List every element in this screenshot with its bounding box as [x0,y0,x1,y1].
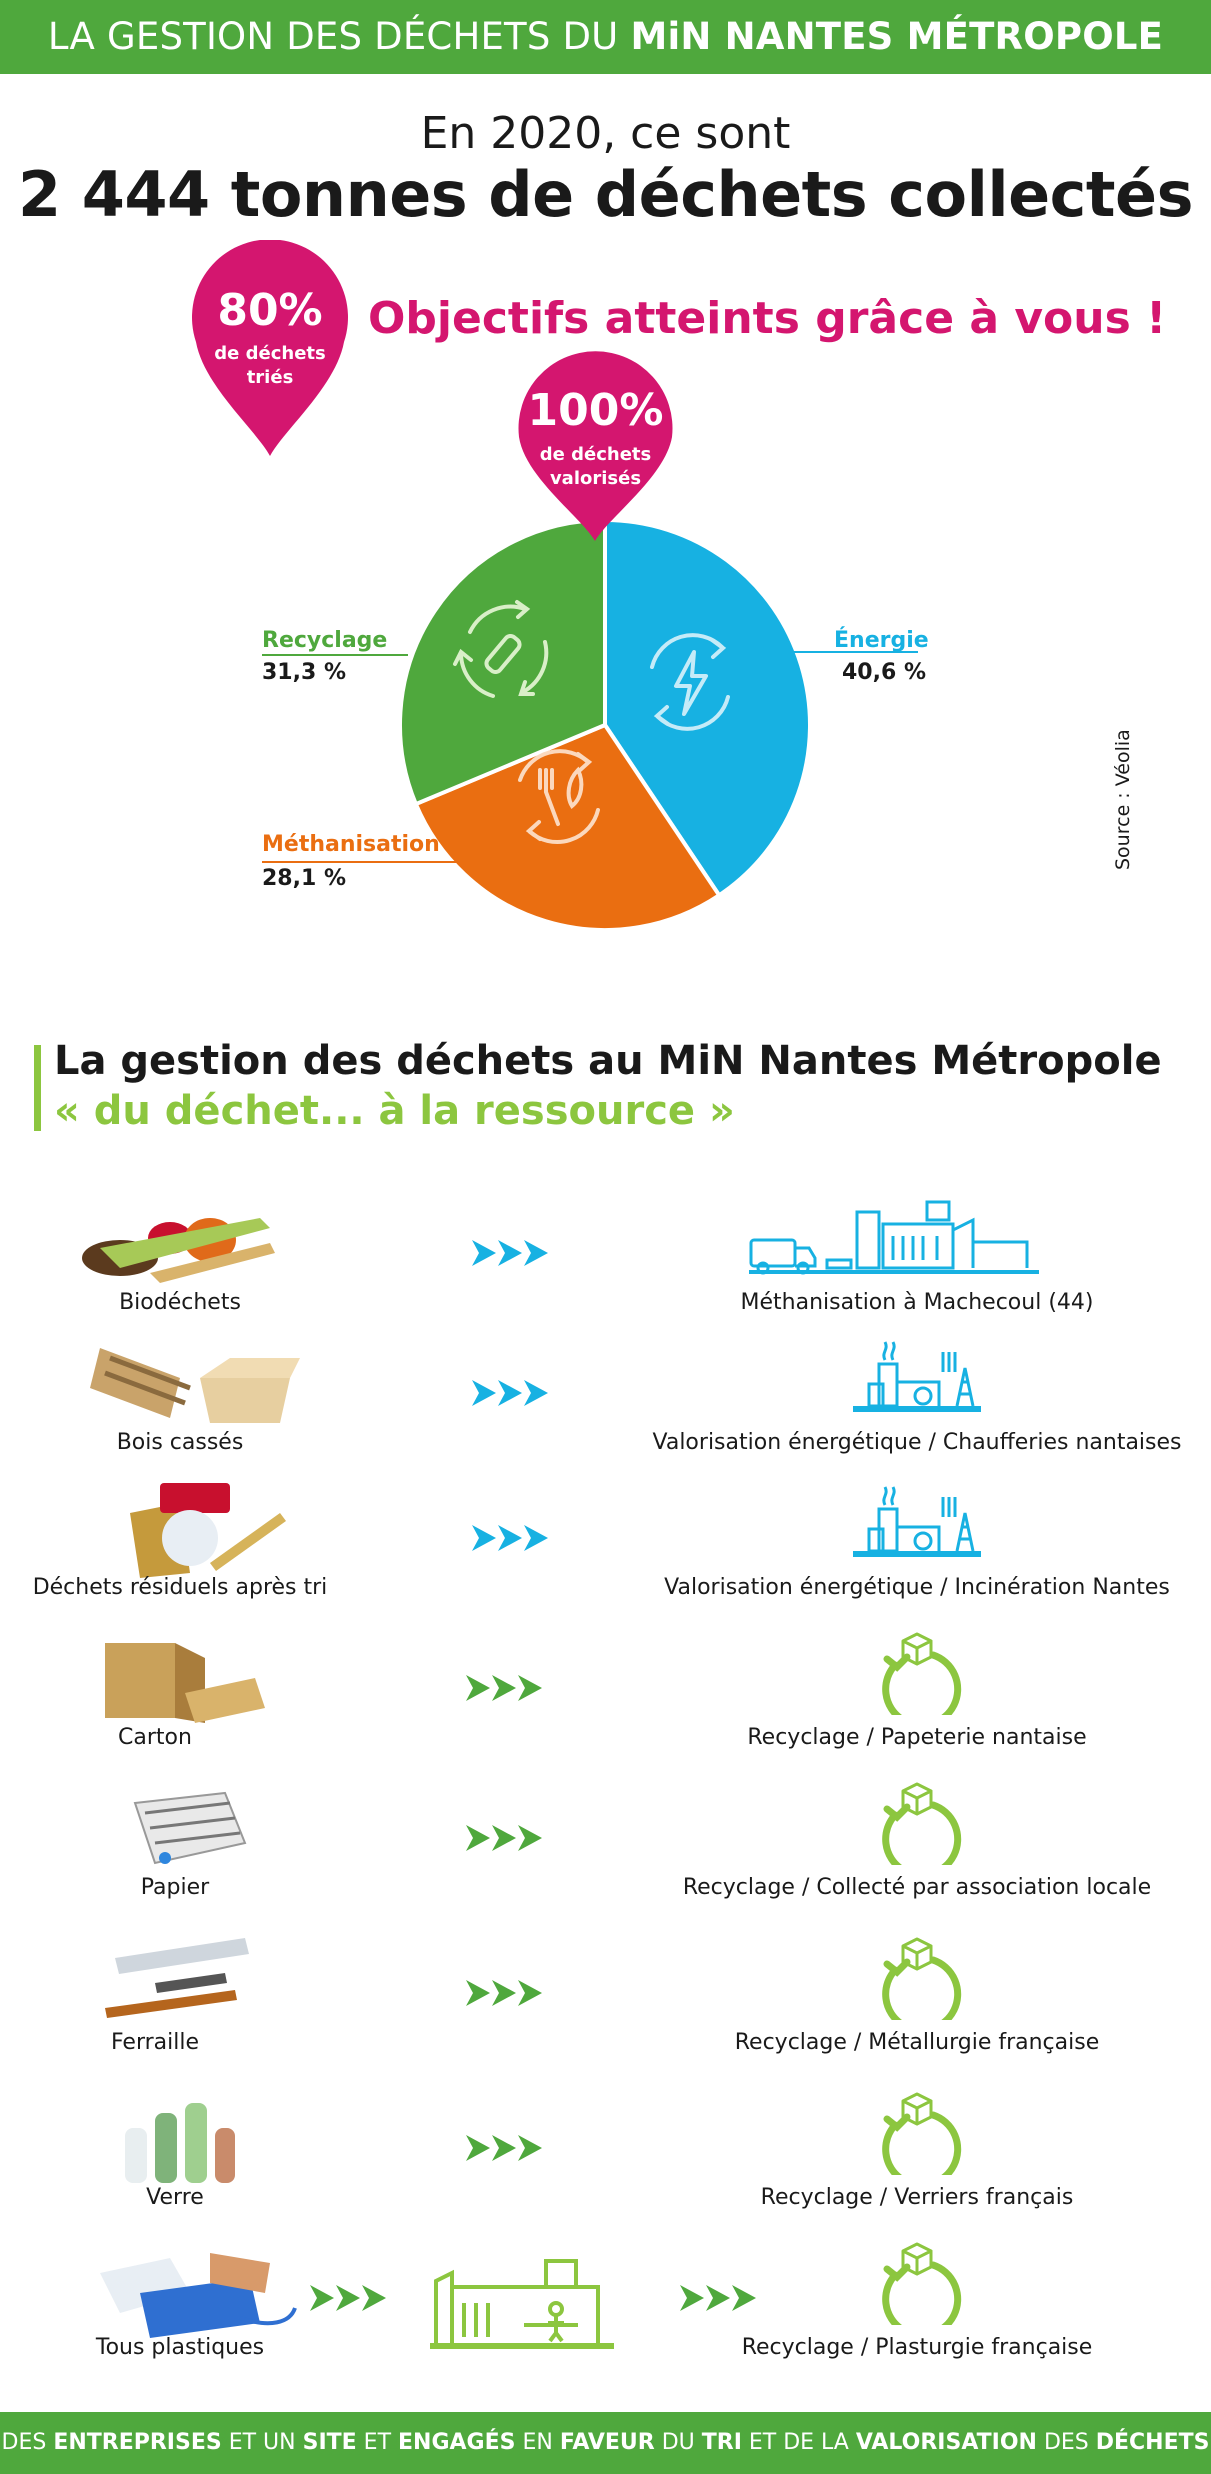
flow-arrows-icon [466,1825,542,1851]
objectives-text: Objectifs atteints grâce à vous ! [368,293,1167,344]
footer-segment: ENGAGÉS [398,2430,516,2455]
destination-label: Recyclage / Collecté par association loc… [682,1875,1152,1900]
pie-value-energie: 40,6 % [842,660,926,685]
waste-label: Bois cassés [116,1430,244,1455]
pie-label-recyclage: Recyclage [262,628,388,653]
pie-value-methanisation: 28,1 % [262,866,346,891]
pin-sorted: 80% de déchets triés [190,239,350,460]
waste-label: Verre [146,2185,204,2210]
energy-plant-icon [853,1341,981,1412]
flow-row: Papier Recyclage / Collecté par associat… [0,1765,1211,1905]
flow-row: Biodéchets Méthanisation à Machecoul (44… [0,1180,1211,1320]
waste-label: Déchets résiduels après tri [32,1575,328,1600]
scrap-metal-illustration [105,1938,249,2018]
destination-label: Recyclage / Métallurgie française [734,2030,1100,2055]
waste-label: Biodéchets [119,1290,241,1315]
pin-sorted-value: 80% [217,285,323,336]
headline: 2 444 tonnes de déchets collectés [17,158,1194,231]
flow-row: Carton Recyclage / Papeterie nantaise [0,1615,1211,1755]
recycle-box-icon [882,1632,962,1715]
footer-segment: FAVEUR [559,2430,655,2455]
flow-row: Tous plastiques Recyclage / Plasturgie f… [0,2225,1211,2365]
paper-illustration [133,1791,247,1865]
flow-arrows-icon [472,1240,548,1266]
destination-label: Valorisation énergétique / Incinération … [664,1575,1170,1600]
pie-leader-lines [262,651,918,863]
bottle-recycle-icon [453,600,549,698]
plastics-illustration [100,2253,297,2338]
waste-label: Tous plastiques [95,2335,265,2360]
header-title-bold: MiN NANTES MÉTROPOLE [630,15,1164,58]
waste-label: Ferraille [110,2030,200,2055]
biowaste-illustration [82,1218,275,1283]
destination-label: Recyclage / Papeterie nantaise [747,1725,1087,1750]
footer-segment: DES [1,2430,54,2455]
footer-segment: DU [654,2430,702,2455]
header-title-regular: LA GESTION DES DÉCHETS DU [47,15,631,58]
energy-recycle-icon [650,633,730,731]
pie-value-recyclage: 31,3 % [262,660,346,685]
footer-banner: DES ENTREPRISES ET UN SITE ET ENGAGÉS EN… [0,2412,1211,2474]
destination-label: Valorisation énergétique / Chaufferies n… [652,1430,1182,1455]
food-recycle-icon [518,749,600,844]
flow-arrows-icon [310,2285,386,2311]
pin-recovered-line1: de déchets [539,444,652,465]
footer-segment: VALORISATION [855,2430,1037,2455]
footer-segment: TRI [701,2430,742,2455]
pie-chart [398,517,812,932]
intro-text: En 2020, ce sont [420,108,791,159]
recycle-box-icon [882,1937,962,2020]
factory-truck-icon [749,1200,1039,1275]
pin-recovered-line2: valorisés [549,468,642,489]
flow-arrows-icon [472,1525,548,1551]
recycle-box-icon [882,2242,962,2325]
footer-segment: ENTREPRISES [53,2430,222,2455]
footer-segment: DÉCHETS [1095,2430,1210,2455]
flow-row: Déchets résiduels après tri Valorisation… [0,1465,1211,1605]
destination-label: Recyclage / Plasturgie française [741,2335,1093,2360]
pin-sorted-line1: de déchets [214,343,326,364]
destination-label: Recyclage / Verriers français [760,2185,1074,2210]
source-note: Source : Véolia [1112,729,1134,870]
footer-segment: EN [515,2430,560,2455]
destination-label: Méthanisation à Machecoul (44) [740,1290,1094,1315]
footer-segment: DES [1036,2430,1096,2455]
flow-arrows-icon [466,1980,542,2006]
flow-row: Ferraille Recyclage / Métallurgie frança… [0,1920,1211,2060]
flow-arrows-icon [466,2135,542,2161]
pie-slice-recyclage [398,517,607,807]
section-title: La gestion des déchets au MiN Nantes Mét… [54,1038,1162,1084]
header-banner: LA GESTION DES DÉCHETS DU MiN NANTES MÉT… [0,0,1211,74]
map-pin-shape [192,239,348,456]
pie-label-energie: Énergie [834,628,929,653]
sorting-center-icon [430,2259,614,2349]
pin-sorted-line2: triés [246,367,294,388]
pin-recovered-value: 100% [527,385,664,436]
footer-segment: ET UN [221,2430,303,2455]
flow-row: Bois cassés Valorisation énergétique / C… [0,1320,1211,1460]
waste-label: Carton [118,1725,192,1750]
flow-arrows-icon [680,2285,756,2311]
flow-arrows-icon [472,1380,548,1406]
glass-illustration [125,2103,235,2183]
footer-segment: SITE [302,2430,357,2455]
section-accent-bar [34,1045,41,1131]
section-subtitle: « du déchet... à la ressource » [54,1088,735,1134]
pie-slice-methanisation [413,722,722,932]
recycle-box-icon [882,2092,962,2175]
recycle-box-icon [882,1782,962,1865]
residual-waste-illustration [130,1483,286,1578]
cardboard-illustration [105,1643,265,1723]
footer-segment: ET [356,2430,398,2455]
map-pin-shape [518,351,673,541]
broken-wood-illustration [90,1348,300,1423]
pin-recovered: 100% de déchets valorisés [513,345,678,545]
waste-label: Papier [140,1875,210,1900]
footer-segment: ET DE LA [741,2430,856,2455]
pie-label-methanisation: Méthanisation [262,832,440,857]
energy-plant-icon [853,1486,981,1557]
flow-arrows-icon [466,1675,542,1701]
pie-slice-energie [603,517,812,899]
flow-row: Verre Recyclage / Verriers français [0,2075,1211,2215]
